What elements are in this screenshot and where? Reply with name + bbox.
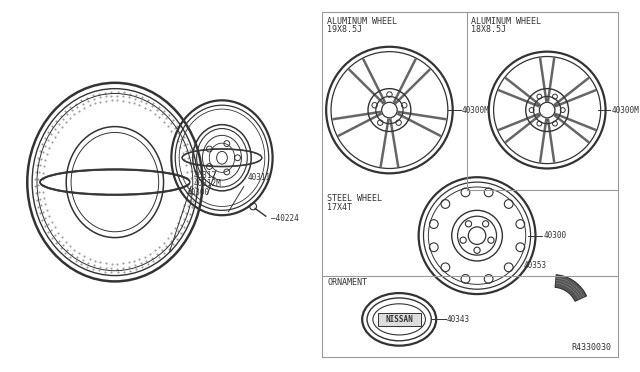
Text: 40312M: 40312M [194,179,221,188]
Text: ORNAMENT: ORNAMENT [327,279,367,288]
Text: 40300: 40300 [187,188,210,197]
Bar [323,12,618,357]
Text: 40311: 40311 [247,173,271,182]
Text: STEEL WHEEL: STEEL WHEEL [327,194,382,203]
Text: 18X8.5J: 18X8.5J [471,25,506,34]
Text: 40300: 40300 [543,231,566,240]
Text: 40300M: 40300M [611,106,639,115]
Text: —40224: —40224 [271,214,298,222]
Text: 17X4T: 17X4T [327,202,352,212]
Text: ALUMINUM WHEEL: ALUMINUM WHEEL [471,17,541,26]
Polygon shape [555,275,586,301]
Text: 40300M: 40300M [461,106,489,115]
Text: 19X8.5J: 19X8.5J [327,25,362,34]
Text: ALUMINUM WHEEL: ALUMINUM WHEEL [327,17,397,26]
Bar [378,312,420,326]
Text: 40343: 40343 [447,315,470,324]
Text: NISSAN: NISSAN [385,315,413,324]
Text: R4330030: R4330030 [572,343,611,353]
Text: 40353: 40353 [524,261,547,270]
Text: 40312: 40312 [194,171,217,180]
